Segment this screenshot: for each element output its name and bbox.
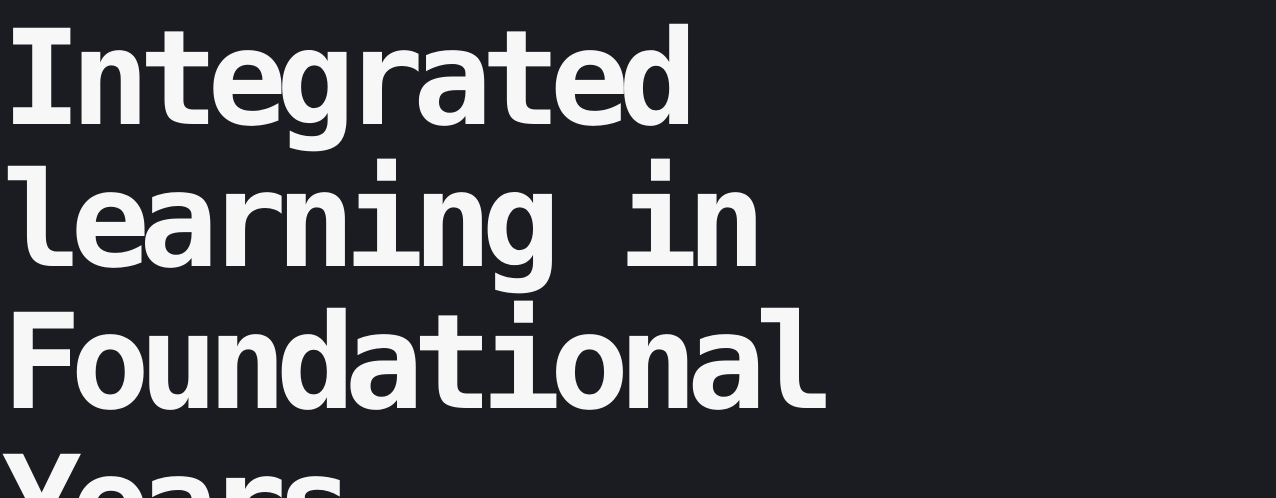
page-title: Integrated learning in Foundational Year… [2,2,835,498]
